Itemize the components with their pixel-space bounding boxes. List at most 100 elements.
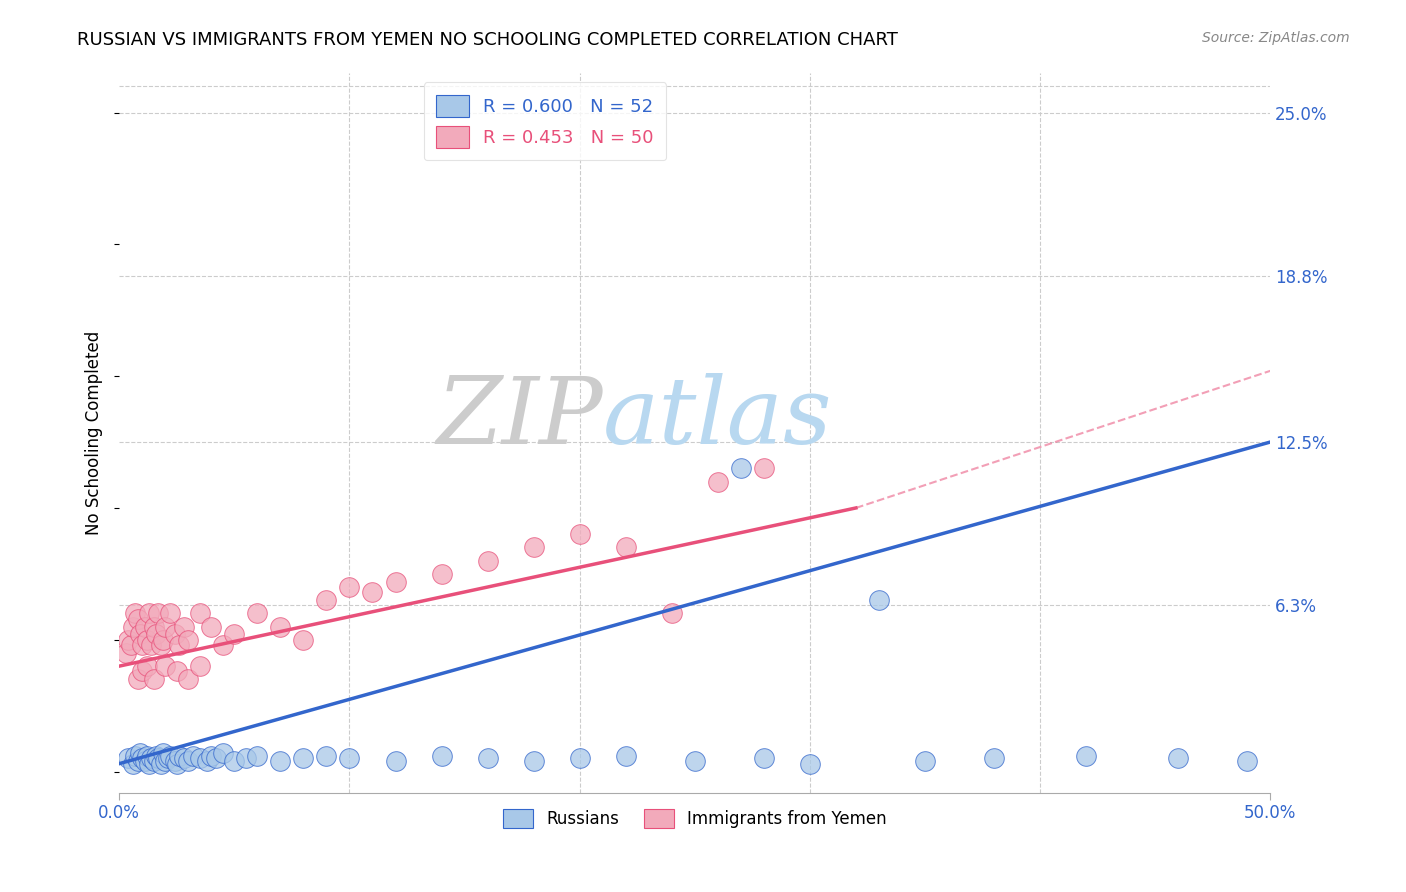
Point (159, 748, 181, 763)
Point (117, 751, 139, 765)
Point (212, 746, 235, 760)
Point (166, 665, 188, 679)
Point (983, 751, 1005, 765)
Point (235, 751, 257, 765)
Point (614, 748, 637, 763)
Point (224, 754, 246, 768)
Point (188, 659, 211, 673)
Point (145, 748, 167, 763)
Point (148, 607, 170, 621)
Point (568, 751, 591, 765)
Point (568, 527, 591, 541)
Point (135, 632, 157, 647)
Point (477, 751, 499, 765)
Point (292, 632, 315, 647)
Point (149, 638, 172, 652)
Point (127, 754, 149, 768)
Point (152, 632, 174, 647)
Point (129, 627, 152, 641)
Point (430, 748, 453, 763)
Point (117, 632, 139, 647)
Point (181, 748, 204, 763)
Point (1236, 754, 1258, 768)
Point (141, 638, 163, 652)
Point (124, 607, 146, 621)
Point (384, 574, 406, 589)
Point (122, 619, 145, 633)
Point (156, 751, 179, 765)
Point (614, 541, 637, 555)
Point (683, 754, 706, 768)
Point (142, 754, 165, 768)
Point (315, 593, 337, 607)
Point (195, 754, 218, 768)
Point (163, 627, 186, 641)
Point (224, 627, 246, 641)
Point (167, 638, 190, 652)
Point (188, 751, 211, 765)
Point (166, 756, 188, 771)
Point (134, 619, 156, 633)
Point (315, 748, 337, 763)
Point (173, 751, 195, 765)
Point (149, 756, 172, 771)
Point (523, 754, 546, 768)
Text: RUSSIAN VS IMMIGRANTS FROM YEMEN NO SCHOOLING COMPLETED CORRELATION CHART: RUSSIAN VS IMMIGRANTS FROM YEMEN NO SCHO… (77, 31, 898, 49)
Point (173, 619, 195, 633)
Point (131, 751, 153, 765)
Point (188, 607, 211, 621)
Text: atlas: atlas (603, 374, 832, 464)
Point (129, 746, 152, 760)
Point (730, 461, 752, 475)
Point (799, 756, 821, 771)
Y-axis label: No Schooling Completed: No Schooling Completed (86, 331, 103, 535)
Point (145, 627, 167, 641)
Point (127, 673, 149, 687)
Point (122, 756, 145, 771)
Point (134, 754, 156, 768)
Text: Source: ZipAtlas.com: Source: ZipAtlas.com (1202, 31, 1350, 45)
Point (148, 751, 170, 765)
Point (339, 751, 361, 765)
Point (200, 748, 222, 763)
Point (339, 580, 361, 594)
Point (127, 612, 149, 626)
Point (135, 748, 157, 763)
Point (752, 751, 775, 765)
Point (177, 754, 200, 768)
Point (707, 475, 730, 489)
Point (523, 541, 546, 555)
Point (159, 607, 181, 621)
Point (1074, 748, 1097, 763)
Point (661, 607, 683, 621)
Point (384, 754, 406, 768)
Point (205, 751, 228, 765)
Point (1167, 751, 1189, 765)
Point (868, 593, 890, 607)
Point (155, 754, 177, 768)
Point (177, 673, 200, 687)
Point (167, 748, 190, 763)
Point (246, 748, 269, 763)
Point (361, 585, 384, 599)
Point (200, 619, 222, 633)
Point (124, 748, 146, 763)
Point (292, 751, 315, 765)
Point (131, 665, 153, 679)
Point (163, 754, 186, 768)
Point (135, 659, 157, 673)
Point (246, 607, 269, 621)
Point (138, 756, 160, 771)
Point (269, 619, 291, 633)
Point (138, 607, 160, 621)
Point (177, 632, 200, 647)
Point (430, 566, 453, 581)
Point (269, 754, 291, 768)
Text: ZIP: ZIP (436, 374, 603, 464)
Point (142, 673, 165, 687)
Point (477, 554, 499, 568)
Point (914, 754, 936, 768)
Point (155, 619, 177, 633)
Point (152, 746, 174, 760)
Point (155, 659, 177, 673)
